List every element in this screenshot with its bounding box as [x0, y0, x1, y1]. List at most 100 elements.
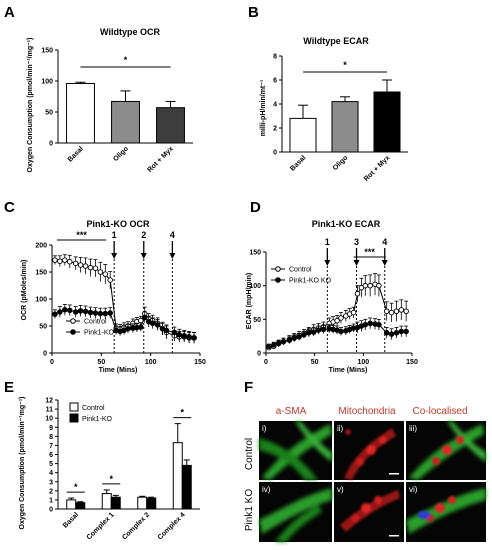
data-point — [383, 330, 390, 336]
data-point — [186, 334, 192, 340]
chart-a-title: Wildtype OCR — [100, 27, 160, 37]
micrograph-tag-iii: iii) — [409, 424, 417, 433]
x-tick-label: 0 — [50, 359, 54, 366]
legend-marker — [70, 318, 76, 324]
data-point — [125, 325, 131, 332]
data-point — [67, 307, 73, 314]
data-point — [291, 335, 297, 341]
micrograph-v — [334, 482, 404, 542]
data-point — [92, 310, 99, 316]
panel-letter-b: B — [248, 4, 259, 21]
data-point — [388, 331, 395, 337]
x-tick-label: 100 — [357, 359, 369, 366]
y-tick-label: 50 — [45, 110, 53, 117]
y-tick-label: 100 — [41, 79, 53, 86]
data-point — [171, 329, 178, 336]
y-tick-label: 0 — [257, 351, 261, 358]
data-point — [383, 308, 390, 315]
data-point — [315, 327, 322, 333]
x-tick-label: Basal — [67, 145, 85, 163]
micrograph-i — [259, 421, 332, 480]
panel-letter-c: C — [4, 199, 15, 216]
data-point — [393, 308, 400, 315]
data-point — [362, 282, 369, 289]
y-tick-label: 1 — [49, 497, 53, 504]
data-point — [87, 264, 94, 271]
x-tick-label: Rot + Myx — [363, 154, 392, 183]
bar — [146, 497, 157, 510]
x-tick-label: 150 — [406, 359, 418, 366]
data-point — [286, 337, 293, 343]
bar — [181, 464, 192, 510]
data-point — [338, 328, 344, 335]
data-point — [52, 257, 58, 263]
panel-letter-a: A — [4, 4, 15, 21]
bar — [289, 117, 317, 153]
x-tick-label: 50 — [97, 359, 105, 366]
data-point — [62, 307, 68, 313]
x-tick-label: Complex 2 — [121, 511, 151, 541]
significance-marker: * — [109, 474, 113, 484]
injection-arrowhead — [324, 260, 331, 266]
chart-c-ylabel: OCR (pMoles/min) — [21, 260, 28, 321]
x-tick-label: Oligo — [112, 145, 130, 163]
y-tick-label: 150 — [41, 48, 53, 55]
data-point — [403, 328, 409, 335]
legend-label: Pink1-KO — [84, 330, 115, 337]
y-tick-label: 150 — [249, 250, 261, 257]
micrograph-vi — [406, 482, 486, 542]
micrograph-ii — [334, 421, 404, 480]
y-tick-label: 11 — [46, 407, 54, 414]
significance-marker: *** — [364, 247, 375, 257]
chart-complex-ocr: Oxygen Consumption (pmol/min⁻¹mg⁻¹) 0123… — [19, 397, 200, 541]
y-tick-label: 0 — [49, 507, 53, 514]
data-point — [280, 338, 287, 345]
injection-arrowhead — [111, 253, 118, 259]
y-tick-label: 4 — [49, 470, 53, 477]
injection-label: 4 — [170, 230, 175, 240]
y-tick-label: 3 — [49, 479, 53, 486]
chart-pink1-ko-ocr: Pink1-KO OCR OCR (pMoles/min) Time (Mins… — [21, 219, 206, 374]
panel-letter-d: D — [250, 199, 261, 216]
x-tick-label: Complex 4 — [157, 511, 187, 541]
x-tick-label: Rot + Myx — [146, 145, 175, 174]
bar — [101, 493, 112, 510]
data-point — [393, 330, 400, 336]
data-point — [72, 309, 79, 315]
chart-c-xlabel: Time (Mins) — [99, 367, 138, 374]
bar — [331, 101, 359, 153]
y-tick-label: 10 — [45, 416, 53, 423]
data-point — [154, 322, 161, 328]
legend-marker — [275, 266, 281, 272]
micrograph-tag-i: i) — [262, 424, 267, 433]
x-tick-label: Oligo — [332, 154, 350, 172]
data-point — [367, 282, 373, 289]
data-point — [107, 310, 113, 316]
data-point — [138, 324, 144, 330]
y-tick-label: 2 — [273, 126, 277, 133]
data-point — [62, 257, 68, 263]
data-point — [77, 262, 84, 268]
data-point — [376, 321, 382, 328]
injection-label: 1 — [112, 230, 117, 240]
data-point — [320, 326, 327, 333]
injection-arrowhead — [353, 260, 360, 266]
injection-arrowhead — [169, 253, 176, 259]
micrograph-header-asma: a-SMA — [276, 406, 307, 417]
micrograph-iv — [259, 482, 332, 542]
bar — [111, 100, 140, 144]
bar — [137, 496, 148, 510]
data-point — [334, 317, 340, 324]
significance-marker: * — [124, 55, 128, 65]
x-tick-label: 150 — [194, 359, 206, 366]
y-tick-label: 100 — [35, 297, 47, 304]
significance-marker: * — [74, 482, 78, 492]
data-point — [191, 335, 197, 341]
chart-wildtype-ecar: Wildtype ECAR milli-pH/min/mt⁻¹ 0 2 4 6 8 Bas… — [260, 36, 408, 183]
data-point — [388, 309, 395, 316]
y-tick-label: 150 — [35, 270, 47, 277]
data-point — [92, 265, 99, 271]
micrograph-tag-ii: ii) — [337, 424, 344, 433]
y-tick-label: 4 — [273, 102, 277, 109]
micrograph-grid: a-SMA Mitochondria Co-localised Control … — [244, 406, 486, 542]
